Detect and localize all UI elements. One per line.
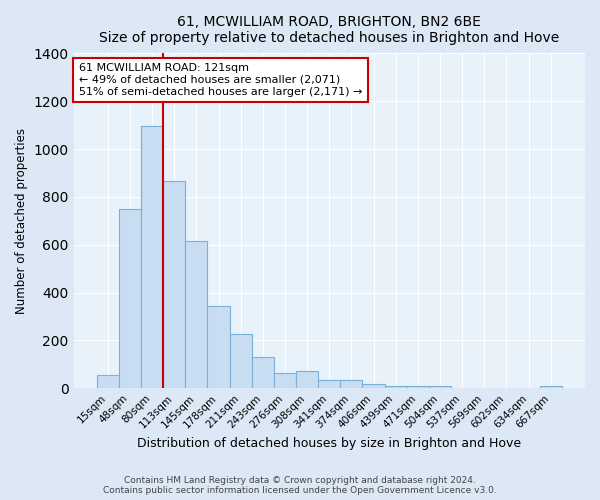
Bar	[252, 357, 274, 388]
Bar	[340, 380, 362, 388]
Bar	[429, 386, 451, 388]
Bar	[539, 386, 562, 388]
Bar	[119, 209, 141, 388]
Bar	[362, 384, 385, 388]
Text: Contains HM Land Registry data © Crown copyright and database right 2024.
Contai: Contains HM Land Registry data © Crown c…	[103, 476, 497, 495]
Bar	[141, 126, 163, 388]
Bar	[163, 182, 185, 388]
Y-axis label: Number of detached properties: Number of detached properties	[15, 128, 28, 314]
Bar	[385, 386, 407, 388]
Bar	[318, 380, 340, 388]
Bar	[407, 386, 429, 388]
Bar	[208, 306, 230, 388]
Bar	[97, 375, 119, 388]
Bar	[296, 371, 318, 388]
Bar	[230, 334, 252, 388]
X-axis label: Distribution of detached houses by size in Brighton and Hove: Distribution of detached houses by size …	[137, 437, 521, 450]
Bar	[185, 241, 208, 388]
Bar	[274, 373, 296, 388]
Text: 61 MCWILLIAM ROAD: 121sqm
← 49% of detached houses are smaller (2,071)
51% of se: 61 MCWILLIAM ROAD: 121sqm ← 49% of detac…	[79, 64, 362, 96]
Title: 61, MCWILLIAM ROAD, BRIGHTON, BN2 6BE
Size of property relative to detached hous: 61, MCWILLIAM ROAD, BRIGHTON, BN2 6BE Si…	[99, 15, 559, 45]
